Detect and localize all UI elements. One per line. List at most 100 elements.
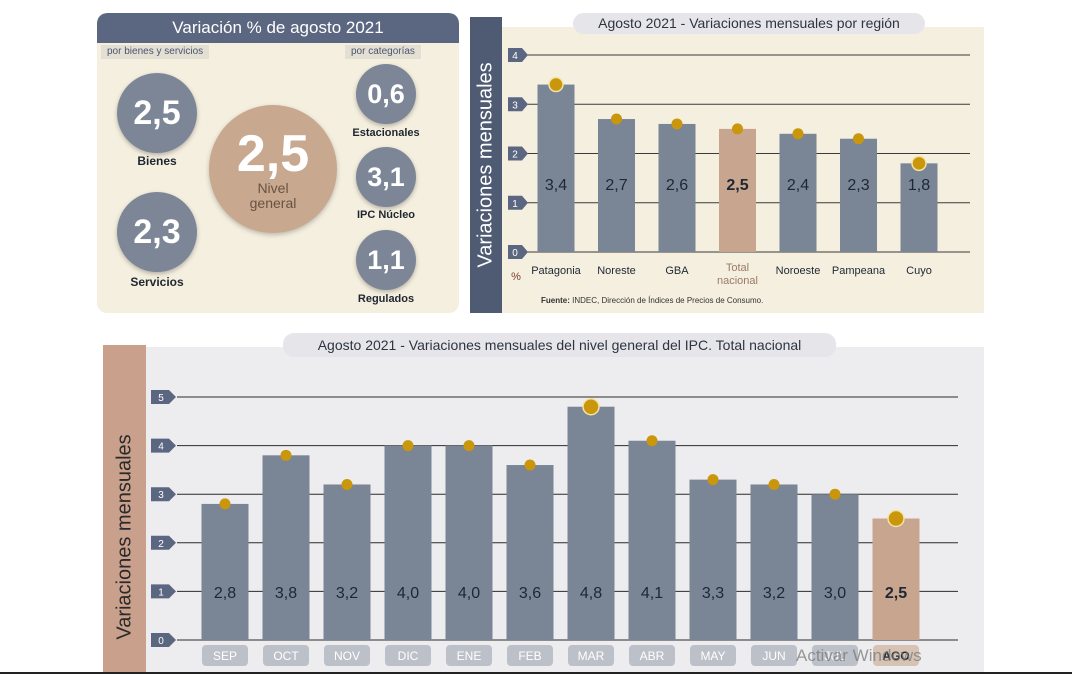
monthly-value-label: 2,5 bbox=[885, 585, 907, 602]
monthly-category-tab bbox=[324, 645, 370, 666]
tag-categorias: por categorías bbox=[345, 45, 421, 59]
monthly-bar bbox=[262, 455, 310, 640]
region-marker bbox=[911, 155, 927, 172]
region-category-label: Pampeana bbox=[832, 265, 886, 277]
monthly-category-label: AGO bbox=[882, 649, 909, 663]
monthly-ytick-marker bbox=[151, 535, 176, 550]
monthly-ytick-marker bbox=[151, 584, 176, 599]
monthly-marker bbox=[219, 498, 231, 510]
region-marker bbox=[671, 118, 683, 130]
servicios-circle: 2,3 bbox=[117, 192, 197, 272]
region-value-label: 2,5 bbox=[726, 177, 748, 194]
monthly-bar bbox=[567, 406, 615, 640]
regulados-circle: 1,1 bbox=[356, 230, 416, 290]
source-label: Fuente: bbox=[541, 296, 570, 305]
monthly-category-label: JUN bbox=[762, 649, 785, 663]
monthly-marker bbox=[887, 509, 905, 528]
monthly-ytick-label: 2 bbox=[158, 539, 164, 550]
monthly-ytick-label: 5 bbox=[158, 393, 164, 404]
monthly-bar bbox=[811, 494, 859, 640]
monthly-bar bbox=[445, 445, 493, 640]
monthly-marker bbox=[829, 488, 841, 500]
monthly-bar bbox=[872, 518, 920, 640]
region-bar bbox=[719, 128, 756, 252]
region-bar bbox=[598, 119, 635, 253]
monthly-chart-title: Agosto 2021 - Variaciones mensuales del … bbox=[283, 333, 836, 357]
monthly-ytick-marker bbox=[151, 390, 176, 404]
monthly-bar bbox=[384, 445, 432, 640]
monthly-category-tab bbox=[690, 645, 736, 666]
monthly-value-label: 3,6 bbox=[519, 585, 541, 602]
monthly-marker bbox=[402, 440, 414, 452]
monthly-value-label: 3,8 bbox=[275, 585, 297, 602]
monthly-category-label: OCT bbox=[273, 649, 299, 663]
nucleo-label: IPC Núcleo bbox=[356, 209, 416, 221]
monthly-marker bbox=[463, 440, 475, 452]
monthly-value-label: 3,2 bbox=[336, 585, 358, 602]
monthly-category-label: FEB bbox=[518, 649, 541, 663]
region-ytick-marker bbox=[508, 245, 528, 259]
monthly-category-label: DIC bbox=[398, 649, 419, 663]
monthly-value-label: 4,1 bbox=[641, 585, 663, 602]
monthly-value-label: 4,0 bbox=[458, 585, 480, 602]
monthly-chart-sidebar bbox=[103, 345, 146, 674]
monthly-ytick-marker bbox=[151, 487, 176, 502]
nivel-general-label-2: general bbox=[249, 195, 297, 211]
monthly-value-label: 3,0 bbox=[824, 585, 846, 602]
region-category-label: nacional bbox=[717, 275, 758, 287]
monthly-category-tab bbox=[202, 645, 248, 666]
monthly-value-label: 3,3 bbox=[702, 585, 724, 602]
region-ytick-label: 1 bbox=[512, 199, 518, 210]
region-category-label: Noroeste bbox=[776, 265, 821, 277]
monthly-marker bbox=[646, 435, 658, 447]
monthly-category-tab bbox=[263, 645, 309, 666]
tag-bienes-servicios: por bienes y servicios bbox=[101, 45, 210, 59]
monthly-marker bbox=[524, 459, 536, 471]
region-ytick-label: 2 bbox=[512, 150, 518, 161]
region-value-label: 2,4 bbox=[787, 177, 809, 194]
monthly-marker bbox=[582, 397, 600, 416]
monthly-category-tab bbox=[385, 645, 431, 666]
monthly-category-label: JUL bbox=[824, 649, 846, 663]
monthly-category-tab bbox=[446, 645, 492, 666]
region-category-label: Total bbox=[726, 262, 749, 274]
bienes-label: Bienes bbox=[137, 154, 177, 168]
monthly-category-label: MAR bbox=[578, 649, 605, 663]
monthly-marker bbox=[768, 478, 780, 490]
estacionales-circle: 0,6 bbox=[356, 64, 416, 124]
monthly-value-label: 4,0 bbox=[397, 585, 419, 602]
monthly-category-label: NOV bbox=[334, 649, 360, 663]
monthly-category-tab bbox=[629, 645, 675, 666]
region-value-label: 3,4 bbox=[545, 177, 567, 194]
region-chart-title: Agosto 2021 - Variaciones mensuales por … bbox=[573, 13, 925, 34]
region-marker bbox=[792, 128, 804, 140]
monthly-ytick-marker bbox=[151, 633, 176, 647]
servicios-label: Servicios bbox=[130, 275, 184, 289]
bienes-circle: 2,5 bbox=[117, 73, 197, 153]
region-chart-source: Fuente: INDEC, Dirección de Índices de P… bbox=[541, 296, 763, 305]
monthly-value-label: 4,8 bbox=[580, 585, 602, 602]
monthly-category-label: SEP bbox=[213, 649, 237, 663]
monthly-ytick-label: 0 bbox=[158, 636, 164, 647]
region-marker bbox=[732, 123, 743, 135]
region-bar bbox=[840, 138, 877, 252]
monthly-marker bbox=[707, 474, 719, 486]
region-marker bbox=[853, 133, 864, 145]
region-ytick-label: 0 bbox=[512, 248, 518, 259]
windows-activation-watermark: Activar Windows bbox=[796, 646, 922, 665]
region-ytick-marker bbox=[508, 146, 528, 161]
region-category-label: Noreste bbox=[597, 265, 636, 277]
region-category-label: Cuyo bbox=[906, 265, 932, 277]
nivel-general-circle: 2,5 Nivel general bbox=[209, 105, 337, 233]
summary-title: Variación % de agosto 2021 bbox=[97, 13, 459, 43]
region-ytick-marker bbox=[508, 48, 528, 62]
monthly-category-tab bbox=[873, 645, 919, 666]
monthly-category-tab bbox=[568, 645, 614, 666]
region-bar bbox=[537, 84, 575, 252]
monthly-category-tab bbox=[812, 645, 858, 666]
monthly-ytick-label: 3 bbox=[158, 490, 164, 501]
nivel-general-value: 2,5 bbox=[236, 125, 310, 183]
source-text: INDEC, Dirección de Índices de Precios d… bbox=[572, 296, 764, 305]
bottom-border bbox=[0, 672, 1072, 674]
region-ytick-label: 3 bbox=[512, 100, 518, 111]
